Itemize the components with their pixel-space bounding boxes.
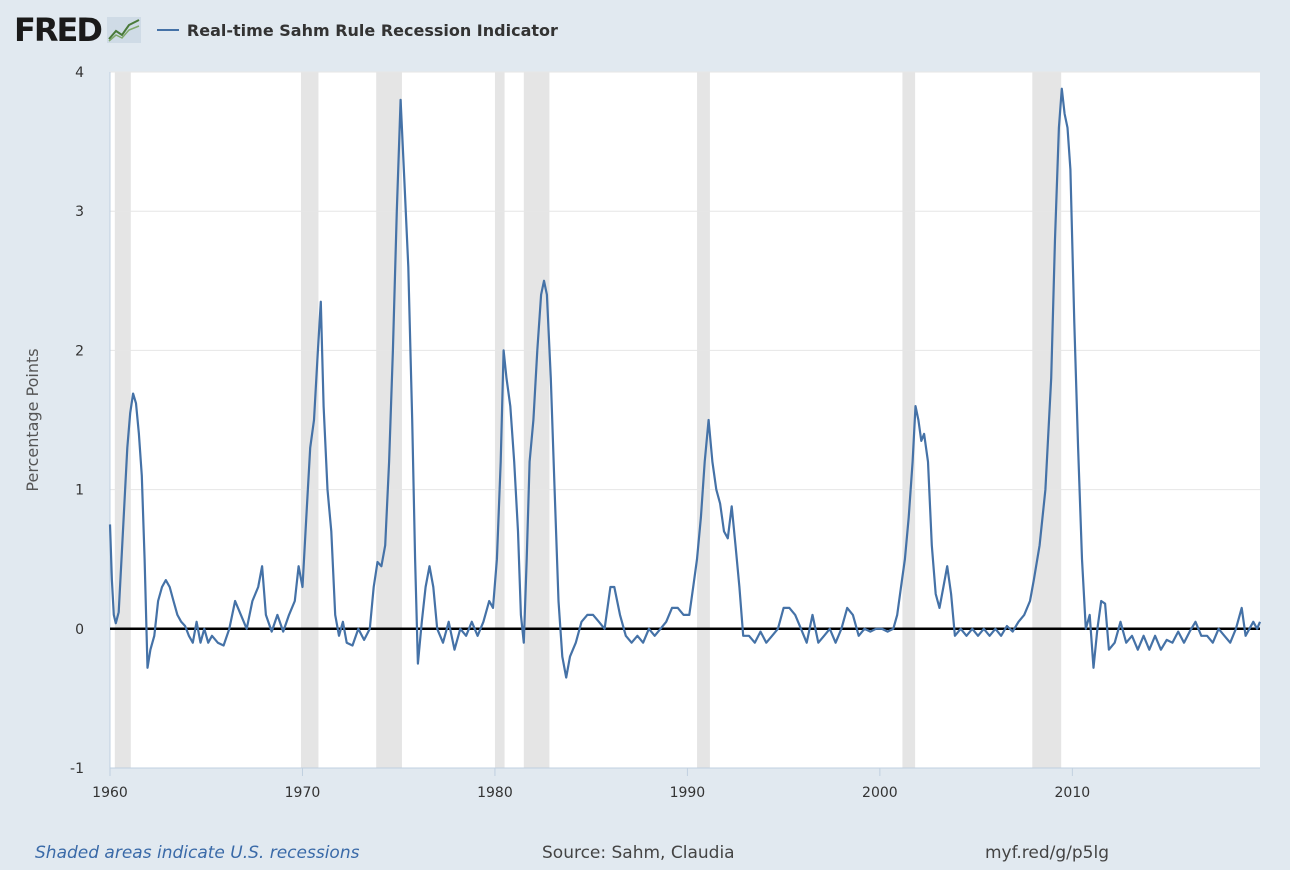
y-tick-label: 0	[75, 622, 84, 638]
source-note: Source: Sahm, Claudia	[542, 843, 735, 863]
series-line	[108, 87, 1262, 679]
x-tick-label: 1960	[92, 785, 128, 801]
x-tick-label: 1990	[670, 785, 706, 801]
y-tick-label: 2	[75, 343, 84, 359]
recession-note: Shaded areas indicate U.S. recessions	[35, 843, 360, 863]
recession-band	[697, 72, 710, 768]
y-tick-label: 4	[75, 65, 84, 81]
x-tick-label: 1970	[285, 785, 321, 801]
x-tick-label: 2000	[862, 785, 898, 801]
fred-logo[interactable]: FRED	[14, 11, 103, 49]
legend-label: Real-time Sahm Rule Recession Indicator	[186, 20, 558, 40]
plot-area	[110, 72, 1260, 768]
x-tick-label: 1980	[477, 785, 513, 801]
recession-band	[523, 72, 550, 768]
chart-header: FRED Real-time Sahm Rule Recession Indic…	[14, 10, 558, 50]
legend-swatch	[156, 29, 179, 31]
y-tick-label: 1	[75, 483, 84, 499]
y-axis-label: Percentage Points	[23, 348, 42, 491]
recession-band	[902, 72, 916, 768]
y-tick-label: 3	[75, 204, 84, 220]
short-url[interactable]: myf.red/g/p5lg	[985, 843, 1110, 863]
recession-band	[300, 72, 319, 768]
recession-band	[114, 72, 131, 768]
x-tick-label: 2010	[1055, 785, 1091, 801]
fred-chart-icon	[106, 17, 141, 43]
legend[interactable]: Real-time Sahm Rule Recession Indicator	[156, 20, 558, 40]
y-tick-label: -1	[70, 761, 84, 777]
recession-band	[494, 72, 505, 768]
